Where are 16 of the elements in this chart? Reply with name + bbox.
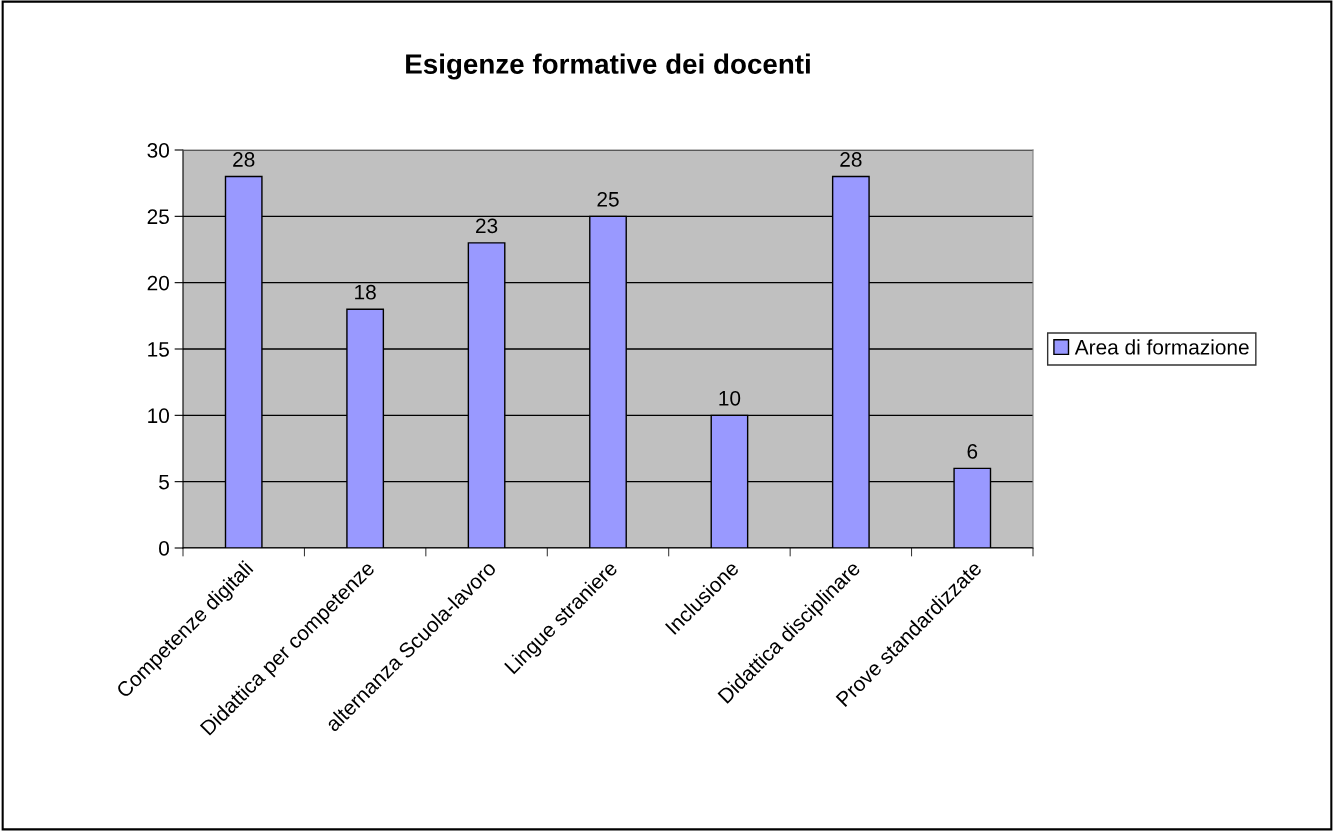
y-tick-label: 10 bbox=[148, 408, 169, 424]
y-tick-label: 0 bbox=[159, 541, 169, 556]
data-label: 18 bbox=[355, 284, 376, 300]
data-label: 28 bbox=[840, 152, 862, 167]
legend-label: Area di formazione bbox=[1074, 339, 1249, 355]
y-tick-label: 30 bbox=[147, 143, 169, 158]
data-label: 6 bbox=[967, 443, 978, 459]
data-label: 28 bbox=[233, 152, 255, 167]
data-label: 10 bbox=[719, 390, 741, 406]
y-tick-label: 20 bbox=[147, 275, 169, 291]
y-tick-label: 15 bbox=[148, 342, 169, 357]
y-tick-label: 5 bbox=[159, 474, 169, 490]
data-label: 25 bbox=[597, 191, 619, 207]
y-tick-label: 25 bbox=[147, 209, 169, 225]
data-label: 23 bbox=[476, 218, 498, 234]
chart-title: Esigenze formative dei docenti bbox=[406, 53, 810, 80]
